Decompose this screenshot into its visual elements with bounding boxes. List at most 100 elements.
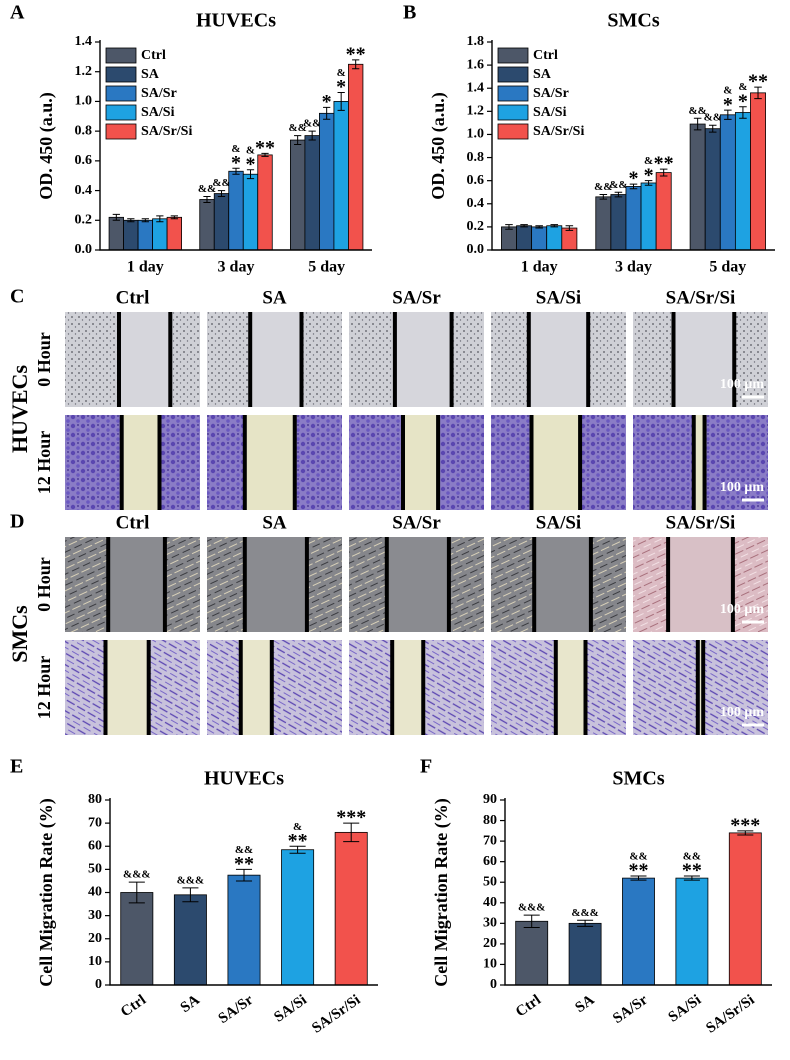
row-label: 0 Hour <box>34 332 54 387</box>
scratch-gap <box>108 537 165 632</box>
significance-label: & <box>293 821 302 833</box>
scratch-edge <box>526 312 531 407</box>
error-bar <box>289 845 306 854</box>
error-bar <box>565 225 574 231</box>
significance-label: && <box>594 181 612 193</box>
y-tick-label: 0.8 <box>467 150 485 165</box>
error-bar <box>520 224 528 228</box>
axis <box>491 40 775 251</box>
y-tick-label: 60 <box>88 838 102 853</box>
scratch-gap <box>244 415 295 510</box>
x-tick-label: 5 day <box>308 259 345 276</box>
significance-label: * <box>246 153 256 175</box>
y-tick-label: 20 <box>88 931 102 946</box>
bar <box>640 182 657 251</box>
significance-label: & <box>246 144 255 156</box>
scratch-edge <box>269 640 274 735</box>
column-label: SA/Si <box>536 287 581 308</box>
legend-swatch <box>497 66 529 83</box>
bar <box>704 128 721 251</box>
error-bar <box>141 218 149 223</box>
legend-swatch <box>105 123 137 140</box>
error-bar <box>739 106 747 119</box>
error-bar <box>599 194 608 200</box>
scratch-edge <box>702 415 707 510</box>
significance-label: && <box>704 112 722 124</box>
significance-label: * <box>738 90 748 112</box>
error-bar <box>614 191 623 198</box>
error-bar <box>170 215 178 220</box>
column-label: SA/Sr/Si <box>666 287 736 308</box>
bar <box>546 225 563 251</box>
x-tick-label: SA/Sr/Si <box>703 992 757 1037</box>
scratch-gap <box>392 640 424 735</box>
error-bar <box>182 887 199 903</box>
x-tick-label: 3 day <box>615 259 652 276</box>
scratch-edge <box>529 415 534 510</box>
scratch-gap <box>555 640 586 735</box>
scratch-edge <box>436 415 441 510</box>
y-tick-label: 1.4 <box>467 80 485 95</box>
group-label: SMCs <box>7 605 32 663</box>
y-tick-label: 0.4 <box>75 183 93 198</box>
y-tick-label: 0.0 <box>467 242 485 257</box>
scratch-gap <box>250 312 302 407</box>
bar <box>595 196 612 251</box>
y-tick-label: 40 <box>88 885 102 900</box>
x-tick-label: SA/Sr <box>610 992 651 1027</box>
y-tick-label: 90 <box>483 792 497 807</box>
bar <box>227 874 261 986</box>
legend-label: SA/Sr <box>141 86 177 101</box>
bar <box>568 922 602 986</box>
bar <box>655 172 672 251</box>
scratch-edge <box>666 537 671 632</box>
significance-label: && <box>288 122 306 134</box>
scratch-edge <box>586 312 591 407</box>
y-tick-label: 30 <box>88 908 102 923</box>
significance-label: * <box>644 164 654 186</box>
scratch-gap <box>528 312 589 407</box>
significance-label: && <box>198 183 216 195</box>
panel-label: D <box>10 511 24 533</box>
significance-label: ** <box>654 153 674 175</box>
significance-label: && <box>688 105 706 117</box>
bar <box>728 832 762 986</box>
error-bar <box>644 180 653 186</box>
scale-bar-label: 100 μm <box>720 480 764 495</box>
y-tick-label: 10 <box>88 954 102 969</box>
scratch-gap <box>394 312 452 407</box>
column-label: Ctrl <box>116 287 150 308</box>
error-bar <box>737 830 754 836</box>
significance-label: ** <box>346 43 366 65</box>
error-bar <box>235 868 253 882</box>
bar <box>734 112 751 251</box>
column-label: SA/Sr/Si <box>666 512 736 533</box>
error-bar <box>523 914 540 928</box>
error-bar <box>352 59 360 70</box>
scratch-edge <box>421 640 426 735</box>
error-bar <box>308 130 316 141</box>
significance-label: ** <box>748 71 768 93</box>
bar <box>622 877 655 986</box>
scratch-gap <box>693 415 705 510</box>
legend-label: SA <box>533 67 552 82</box>
x-tick-label: 3 day <box>218 259 255 276</box>
significance-label: ** <box>629 860 649 882</box>
x-tick-label: SA/Sr <box>216 992 257 1027</box>
y-tick-label: 10 <box>483 957 497 972</box>
scratch-gap <box>531 415 581 510</box>
scratch-gap <box>403 415 439 510</box>
legend-swatch <box>105 104 137 121</box>
scratch-edge <box>242 415 247 510</box>
scratch-edge <box>106 537 111 632</box>
scratch-edge <box>392 312 397 407</box>
panel-label: B <box>403 2 416 24</box>
y-tick-label: 1.4 <box>75 34 93 49</box>
legend-swatch <box>105 47 137 64</box>
y-tick-label: 1.8 <box>467 34 485 49</box>
y-tick-label: 50 <box>483 874 497 889</box>
x-tick-label: 5 day <box>709 259 746 276</box>
bar <box>120 892 154 986</box>
significance-label: * <box>629 168 639 190</box>
y-tick-label: 80 <box>483 813 497 828</box>
